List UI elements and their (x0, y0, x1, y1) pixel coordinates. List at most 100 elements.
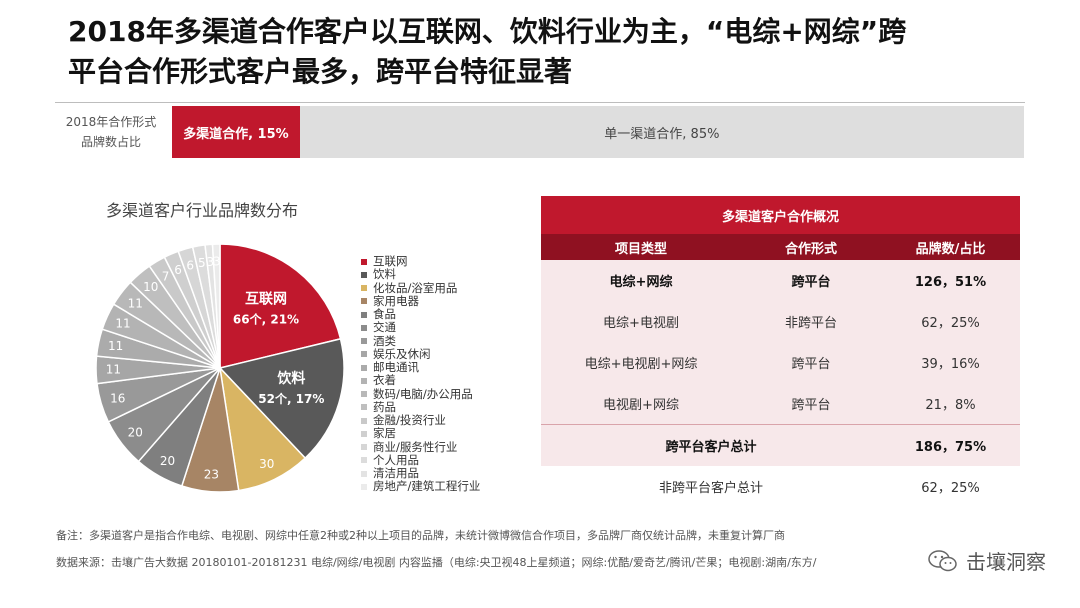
legend-swatch (361, 258, 367, 265)
page-title: 2018年多渠道合作客户以互联网、饮料行业为主，“电综+网综”跨 平台合作形式客… (68, 12, 1028, 92)
pie-slice-value: 20 (160, 454, 175, 468)
legend-label: 家用电器 (373, 293, 419, 308)
legend-swatch (361, 430, 367, 437)
pie-slice-value: 30 (259, 457, 274, 471)
table-cell-form: 跨平台 (791, 357, 831, 372)
legend-item: 交通 (361, 321, 480, 334)
legend-item: 娱乐及休闲 (361, 346, 480, 361)
table-row: 电视剧+网综 跨平台 21，8% (541, 383, 1020, 424)
table-row: 电综+电视剧 非跨平台 62，25% (541, 301, 1020, 342)
legend-swatch (361, 285, 367, 292)
table-summary-row: 非跨平台客户总计 62，25% (541, 466, 1020, 507)
legend-item: 数码/电脑/办公用品 (361, 387, 480, 401)
legend-label: 互联网 (373, 254, 408, 269)
legend-item: 金融/投资行业 (361, 414, 480, 427)
table-header-type: 项目类型 (614, 241, 667, 257)
title-line-1: 2018年多渠道合作客户以互联网、饮料行业为主，“电综+网综”跨 (68, 15, 907, 48)
summary-value: 186，75% (914, 440, 987, 455)
legend-label: 娱乐及休闲 (373, 346, 431, 361)
legend-swatch (361, 417, 367, 424)
multi-channel-segment: 多渠道合作, 15% (172, 106, 300, 158)
legend-label: 化妆品/浴室用品 (373, 280, 458, 295)
legend-swatch (361, 351, 367, 358)
pie-slice (218, 365, 307, 492)
legend-label: 药品 (373, 399, 396, 414)
single-channel-segment: 单一渠道合作, 85% (299, 106, 1024, 158)
legend-label: 交通 (373, 320, 396, 335)
table-summary-row: 跨平台客户总计 186，75% (541, 425, 1020, 466)
pie-slice-value: 6 (174, 263, 182, 277)
pie-slice-value: 66个, 21% (233, 312, 299, 327)
table-cell-form: 跨平台 (791, 398, 831, 413)
pie-slice (219, 243, 342, 369)
table-cell-count: 62，25% (921, 316, 980, 331)
legend-label: 个人用品 (373, 452, 419, 467)
pie-slice-value: 52个, 17% (258, 391, 324, 406)
table-caption: 多渠道客户合作概况 (541, 196, 1020, 234)
table-row: 电综+电视剧+网综 跨平台 39，16% (541, 342, 1020, 383)
legend-swatch (361, 470, 367, 477)
pie-slice-label: 互联网 (245, 292, 287, 308)
pie-slice-value: 7 (162, 269, 170, 283)
table-header-count: 品牌数/占比 (915, 241, 986, 257)
pie-slice (211, 243, 221, 369)
legend-item: 房地产/建筑工程行业 (361, 480, 480, 493)
legend-swatch (361, 391, 367, 398)
title-divider (55, 102, 1025, 103)
legend-swatch (361, 457, 367, 464)
legend-label: 金融/投资行业 (373, 413, 446, 428)
table-summary-cross: 跨平台客户总计 186，75% (541, 424, 1020, 466)
legend-item: 化妆品/浴室用品 (361, 280, 480, 295)
watermark-text: 击壤洞察 (966, 550, 1046, 574)
legend-swatch (361, 483, 367, 490)
legend-label: 商业/服务性行业 (373, 439, 458, 454)
pie-slice (218, 337, 345, 460)
title-line-2: 平台合作形式客户最多，跨平台特征显著 (68, 55, 573, 88)
legend-label: 清洁用品 (373, 466, 419, 481)
legend-swatch (361, 298, 367, 305)
legend-label: 房地产/建筑工程行业 (373, 479, 481, 494)
watermark: 击壤洞察 (928, 546, 1046, 575)
table-cell-type: 电综+网综 (609, 275, 673, 290)
table-header-row: 项目类型 合作形式 品牌数/占比 (541, 234, 1020, 260)
legend-label: 酒类 (373, 333, 396, 348)
share-bar-label-line-2: 品牌数占比 (80, 135, 141, 149)
table-cell-form: 跨平台 (791, 275, 831, 290)
legend-swatch (361, 444, 367, 451)
summary-label: 跨平台客户总计 (665, 440, 757, 455)
legend-label: 衣着 (373, 373, 396, 388)
pie-slice-value: 10 (143, 280, 158, 294)
footnote-remark: 备注：多渠道客户是指合作电综、电视剧、网综中任意2种或2种以上项目的品牌，未统计… (56, 529, 785, 542)
legend-label: 食品 (373, 307, 396, 322)
legend-label: 邮电通讯 (373, 360, 419, 375)
legend-item: 互联网 (361, 255, 480, 268)
table-summary-noncross: 非跨平台客户总计 62，25% (541, 466, 1020, 507)
legend-item: 饮料 (361, 268, 480, 281)
legend-item: 衣着 (361, 374, 480, 387)
summary-value: 62，25% (921, 481, 980, 496)
pie-slice-label: 饮料 (276, 370, 305, 387)
legend-item: 商业/服务性行业 (361, 439, 480, 454)
table-cell-form: 非跨平台 (784, 316, 837, 331)
pie-slice-value: 11 (115, 317, 130, 331)
table-header-form: 合作形式 (784, 241, 837, 257)
legend-item: 酒类 (361, 333, 480, 348)
legend-swatch (361, 338, 367, 345)
pie-slice-value: 23 (204, 467, 219, 481)
legend-label: 饮料 (373, 267, 396, 282)
pie-slice-value: 3 (213, 254, 221, 268)
pie-slice-value: 11 (106, 363, 121, 377)
cooperation-share-bar: 多渠道合作, 15% 单一渠道合作, 85% (172, 106, 1024, 158)
table-cell-type: 电综+电视剧+网综 (584, 357, 698, 372)
wechat-icon (928, 549, 957, 571)
legend-item: 药品 (361, 399, 480, 414)
legend-label: 家居 (373, 426, 396, 441)
summary-label: 非跨平台客户总计 (658, 481, 763, 496)
table-cell-type: 电综+电视剧 (603, 316, 679, 331)
table-body: 电综+网综 跨平台 126，51% 电综+电视剧 非跨平台 62，25% 电综+… (541, 260, 1020, 424)
pie-slice-value: 11 (128, 296, 143, 310)
share-bar-label: 2018年合作形式 品牌数占比 (56, 112, 166, 152)
table-cell-count: 39，16% (921, 357, 980, 372)
footnote-source: 数据来源：击壤广告大数据 20180101-20181231 电综/网综/电视剧… (56, 556, 817, 569)
